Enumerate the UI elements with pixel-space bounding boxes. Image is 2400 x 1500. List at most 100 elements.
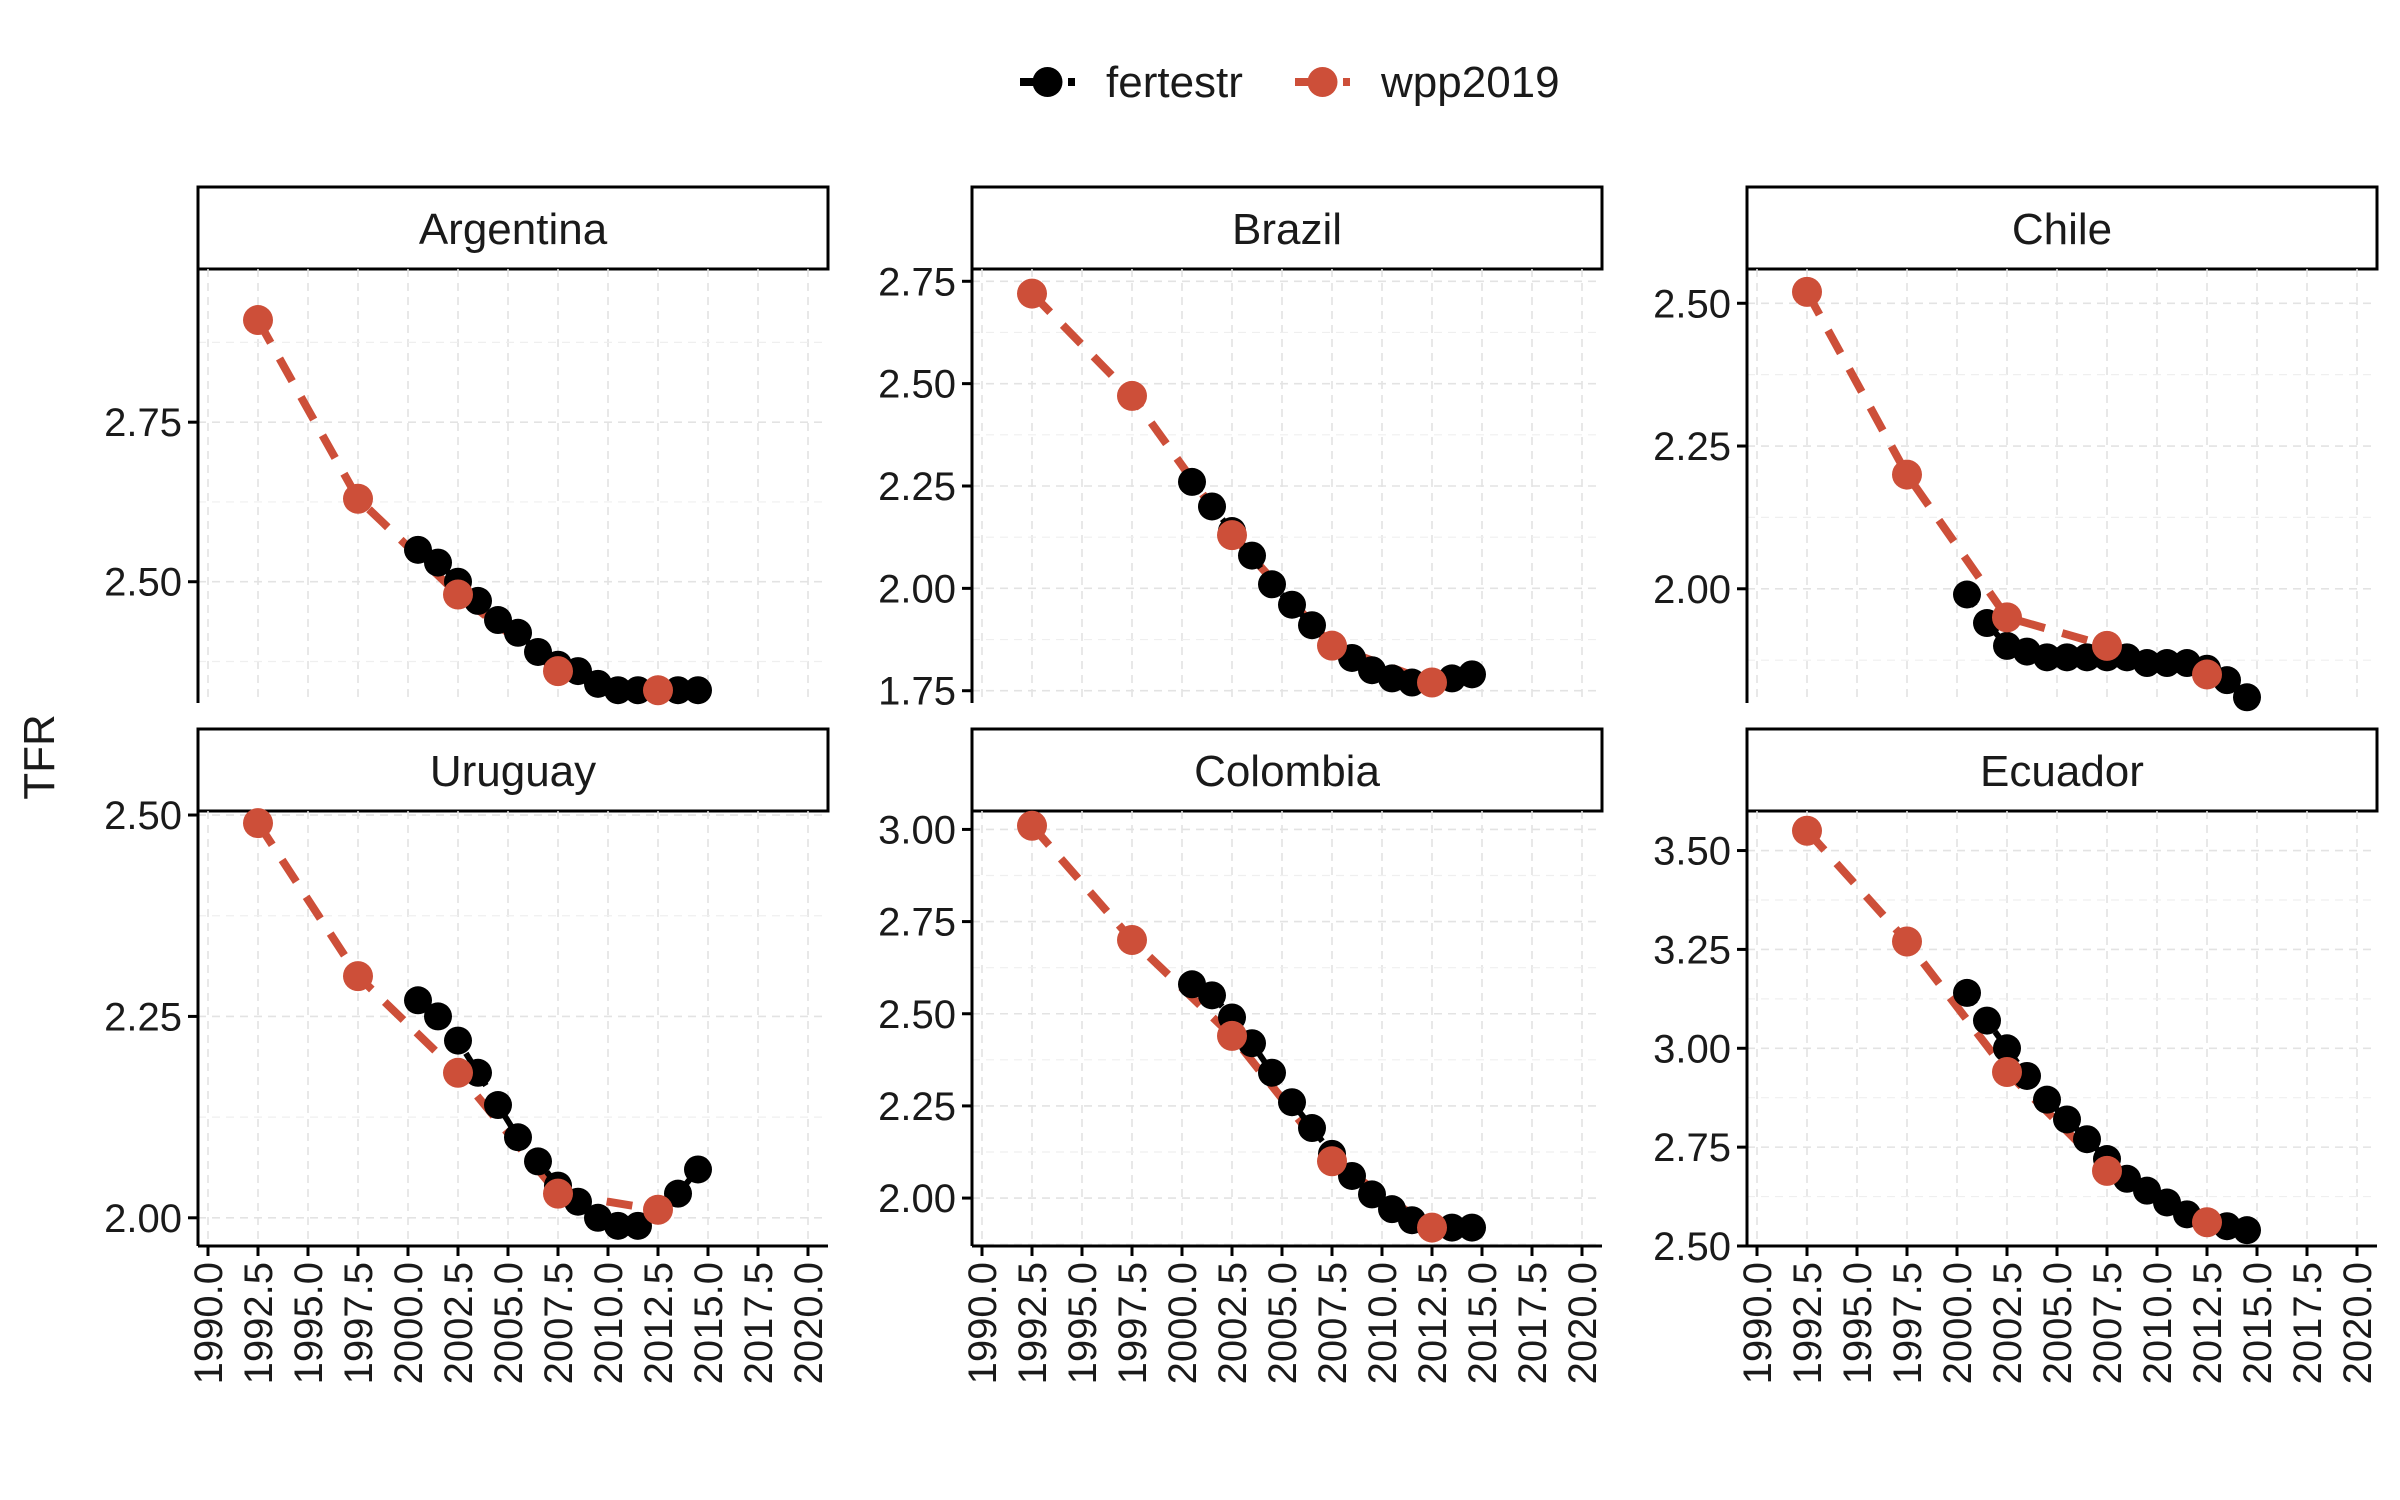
point-wpp2019 [1892, 926, 1922, 957]
point-fertestr [624, 1211, 652, 1240]
y-axis-title: TFR [15, 714, 64, 800]
x-tick-label: 1990.0 [187, 1262, 231, 1384]
x-tick-label: 1995.0 [1836, 1262, 1880, 1384]
y-tick-label: 2.00 [878, 1177, 956, 1221]
point-fertestr [2153, 649, 2181, 678]
point-wpp2019 [1417, 667, 1447, 698]
point-fertestr [1178, 467, 1206, 496]
x-tick-label: 2020.0 [2336, 1262, 2380, 1384]
point-wpp2019 [543, 656, 573, 687]
legend-item-fertestr: fertestr [1020, 58, 1243, 107]
point-fertestr [484, 606, 512, 635]
facet-title: Ecuador [1980, 747, 2144, 796]
point-fertestr [2233, 1216, 2261, 1245]
y-tick-label: 2.75 [878, 260, 956, 304]
facet-strip [196, 185, 830, 271]
point-wpp2019 [243, 305, 273, 336]
point-wpp2019 [1217, 1020, 1247, 1051]
x-tick-label: 2002.5 [1986, 1262, 2030, 1384]
legend: fertestr wpp2019 [1020, 58, 1560, 107]
y-tick-label: 2.75 [104, 401, 182, 445]
point-fertestr [484, 1091, 512, 1120]
point-fertestr [1993, 1034, 2021, 1063]
x-tick-label: 2017.5 [2286, 1262, 2330, 1384]
x-tick-label: 2012.5 [1411, 1262, 1455, 1384]
point-fertestr [604, 1211, 632, 1240]
point-wpp2019 [243, 808, 273, 839]
point-fertestr [2073, 1125, 2101, 1154]
point-wpp2019 [1792, 276, 1822, 307]
point-fertestr [2133, 649, 2161, 678]
point-wpp2019 [1992, 602, 2022, 633]
point-fertestr [524, 1147, 552, 1176]
point-wpp2019 [443, 579, 473, 610]
point-fertestr [684, 676, 712, 705]
y-tick-label: 2.75 [1653, 1126, 1731, 1170]
point-fertestr [1338, 1161, 1366, 1190]
series-line-wpp2019 [1803, 289, 2209, 679]
gridlines [1747, 811, 2377, 1247]
x-tick-label: 2015.0 [2236, 1262, 2280, 1384]
x-tick-label: 1992.5 [1786, 1262, 1830, 1384]
y-tick-label: 2.25 [878, 1085, 956, 1129]
legend-key-marker-wpp2019 [1307, 67, 1338, 97]
point-fertestr [524, 637, 552, 666]
x-tick-label: 1990.0 [1736, 1262, 1780, 1384]
y-tick-label: 2.50 [878, 363, 956, 407]
point-fertestr [1198, 492, 1226, 521]
point-fertestr [1258, 570, 1286, 599]
point-fertestr [2233, 683, 2261, 712]
point-fertestr [2033, 643, 2061, 672]
x-tick-label: 1992.5 [1011, 1262, 1055, 1384]
y-tick-label: 2.25 [104, 995, 182, 1039]
point-wpp2019 [1792, 815, 1822, 846]
facet-strip [1745, 185, 2379, 271]
x-tick-label: 2002.5 [437, 1262, 481, 1384]
point-fertestr [404, 535, 432, 564]
facet-strip [970, 185, 1604, 271]
x-tick-label: 2020.0 [787, 1262, 831, 1384]
legend-label-wpp2019: wpp2019 [1380, 58, 1560, 107]
point-wpp2019 [1317, 630, 1347, 661]
panel-brazil: Brazil 1.75 2.00 2.25 2.50 2.75 [878, 185, 1604, 714]
point-wpp2019 [643, 675, 673, 706]
point-wpp2019 [543, 1178, 573, 1209]
point-fertestr [504, 618, 532, 647]
point-fertestr [604, 676, 632, 705]
point-wpp2019 [2192, 659, 2222, 690]
point-fertestr [1258, 1058, 1286, 1087]
point-fertestr [404, 986, 432, 1015]
x-tick-label: 2017.5 [737, 1262, 781, 1384]
x-tick-label: 2007.5 [537, 1262, 581, 1384]
x-tick-label: 2007.5 [1311, 1262, 1355, 1384]
x-tick-label: 1997.5 [337, 1262, 381, 1384]
x-tick-label: 2005.0 [1261, 1262, 1305, 1384]
gridlines [198, 269, 828, 703]
point-fertestr [1458, 660, 1486, 689]
gridlines [198, 811, 828, 1246]
point-fertestr [1278, 1088, 1306, 1117]
point-wpp2019 [1892, 459, 1922, 490]
point-wpp2019 [1017, 810, 1047, 841]
x-tick-label: 2000.0 [1161, 1262, 1205, 1384]
panel-colombia: Colombia 2.00 2.25 2.50 2.75 3.00 1990.0 1992.5… [878, 727, 1605, 1384]
y-tick-label: 2.00 [878, 567, 956, 611]
facet-title: Uruguay [430, 747, 596, 796]
x-tick-label: 1997.5 [1886, 1262, 1930, 1384]
facet-title: Brazil [1232, 205, 1342, 254]
y-tick-label: 3.00 [878, 808, 956, 852]
x-tick-label: 1995.0 [1061, 1262, 1105, 1384]
facet-strip [196, 727, 830, 813]
point-fertestr [424, 548, 452, 577]
x-tick-label: 2005.0 [487, 1262, 531, 1384]
facet-strip [970, 727, 1604, 813]
y-tick-label: 2.25 [1653, 425, 1731, 469]
x-tick-label: 2015.0 [1461, 1262, 1505, 1384]
point-wpp2019 [1217, 520, 1247, 551]
x-tick-label: 2012.5 [2186, 1262, 2230, 1384]
point-fertestr [1973, 1006, 2001, 1035]
point-wpp2019 [2092, 630, 2122, 661]
point-fertestr [1238, 541, 1266, 570]
facet-strip [1745, 727, 2379, 813]
